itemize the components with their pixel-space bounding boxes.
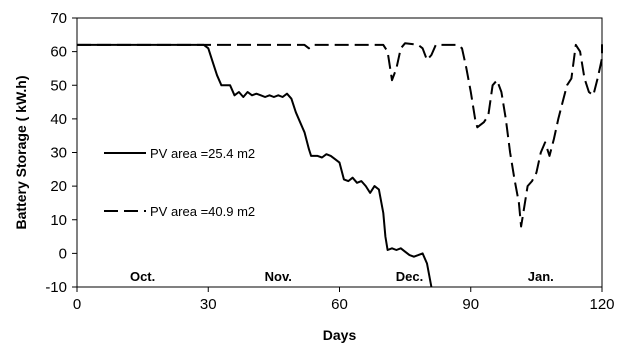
month-label: Nov.: [265, 269, 292, 284]
y-tick-label: 30: [50, 145, 67, 162]
legend-label: PV area =25.4 m2: [150, 146, 255, 161]
x-tick-label: 120: [589, 296, 614, 313]
y-tick-label: 50: [50, 77, 67, 94]
month-labels: Oct. Nov. Dec. Jan.: [130, 269, 554, 284]
x-tick-label: 90: [462, 296, 479, 313]
y-axis-title: Battery Storage ( kW.h): [13, 75, 29, 229]
y-tick-label: 60: [50, 44, 67, 61]
legend: PV area =25.4 m2 PV area =40.9 m2: [104, 146, 255, 219]
series-line-40-9: [77, 42, 603, 228]
x-axis-title: Days: [323, 327, 357, 343]
y-tick-label: 40: [50, 111, 67, 128]
month-label: Jan.: [528, 269, 554, 284]
y-tick-label: 0: [59, 245, 67, 262]
y-tick-label: -10: [45, 279, 67, 296]
y-tick-label: 10: [50, 212, 67, 229]
legend-label: PV area =40.9 m2: [150, 204, 255, 219]
series-lines: [77, 42, 603, 288]
x-tick-label: 30: [200, 296, 217, 313]
x-tick-label: 0: [73, 296, 81, 313]
month-label: Oct.: [130, 269, 155, 284]
y-tick-label: 70: [50, 10, 67, 27]
x-tick-label: 60: [331, 296, 348, 313]
month-label: Dec.: [396, 269, 423, 284]
y-tick-label: 20: [50, 178, 67, 195]
x-axis-ticks: 0 30 60 90 120: [73, 287, 615, 313]
series-line-25-4: [77, 43, 433, 288]
y-axis-ticks: -10 0 10 20 30 40 50 60 70: [45, 10, 77, 296]
